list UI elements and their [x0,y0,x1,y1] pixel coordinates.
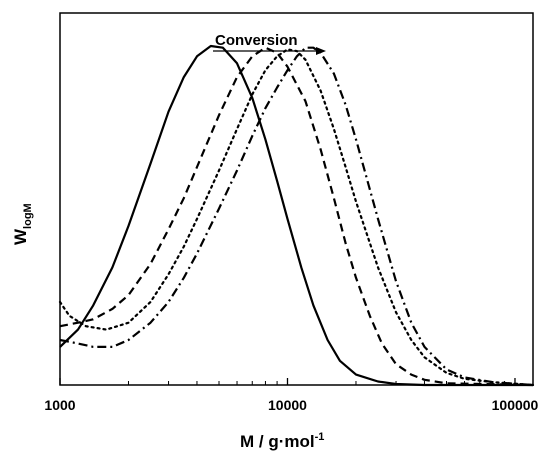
x-tick-label: 1000 [44,397,75,413]
annotation-arrowhead [316,47,326,55]
y-axis-title: WlogM [11,203,34,245]
x-tick-label: 10000 [268,397,307,413]
series-line-dash-dot [59,46,534,387]
x-axis-title-superscript: -1 [315,431,325,443]
plot-frame [59,12,534,386]
x-axis-title: M / g·mol-1 [240,431,324,451]
x-tick-label: 100000 [492,397,539,413]
y-axis-title-main: W [11,228,30,245]
svg-text:WlogM: WlogM [11,203,34,245]
series-line-solid [59,44,533,387]
y-axis-title-subscript: logM [22,203,34,229]
conversion-annotation: Conversion [213,32,326,55]
series-group [58,44,535,387]
x-axis-title-main: M / g·mol [240,432,315,451]
series-line-dashed [59,46,534,387]
annotation-text: Conversion [215,32,298,49]
